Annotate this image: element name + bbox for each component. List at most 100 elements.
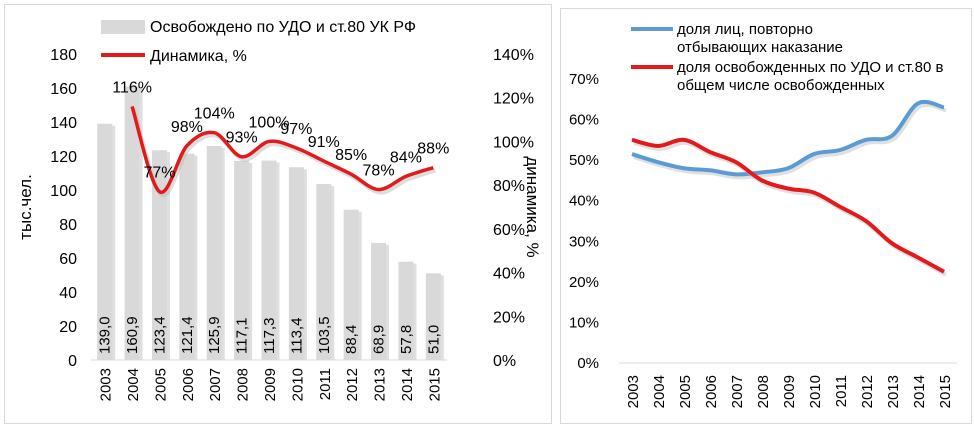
x-tick-label: 2011 bbox=[833, 375, 850, 407]
y-tick-label: 0 bbox=[68, 353, 77, 370]
y2-tick-label: 140% bbox=[493, 47, 534, 64]
bar bbox=[398, 261, 414, 360]
bar bbox=[316, 184, 332, 360]
legend-label-bars: Освобождено по УДО и ст.80 УК РФ bbox=[150, 19, 416, 36]
bar-value-label: 103,5 bbox=[316, 316, 333, 354]
shares-chart-svg: 0% 10% 20% 30% 40% 50% 60% 70% 2003 2004 2005 2006 2… bbox=[569, 21, 957, 408]
y-tick-label: 40 bbox=[59, 285, 77, 302]
legend-label-parole-line: общем числе освобожденных bbox=[677, 77, 885, 94]
y-tick-label: 120 bbox=[50, 149, 77, 166]
x-tick-label: 2009 bbox=[262, 368, 279, 401]
x-tick-label: 2014 bbox=[399, 368, 416, 401]
legend-label-parole: доля освобожденных по УДО и ст.80 в общем… bbox=[677, 59, 943, 94]
bar-value-label: 160,9 bbox=[124, 316, 141, 354]
x-tick-label: 2008 bbox=[755, 375, 772, 408]
bar-value-label: 121,4 bbox=[179, 316, 196, 354]
line-value-label: 104% bbox=[194, 106, 235, 123]
x-tick-label: 2015 bbox=[426, 368, 443, 401]
y2-tick-label: 60% bbox=[493, 222, 525, 239]
line-value-label: 98% bbox=[171, 119, 203, 136]
x-tick-label: 2015 bbox=[937, 375, 954, 408]
x-tick-label: 2007 bbox=[207, 368, 224, 401]
line-value-label: 97% bbox=[280, 121, 312, 138]
x-tick-label: 2003 bbox=[625, 375, 642, 408]
repeat-offenders-share-line-shadow bbox=[633, 102, 947, 180]
line-value-label: 93% bbox=[226, 130, 258, 147]
y-axis-title: тыс.чел. bbox=[16, 174, 35, 240]
legend-label-line: Динамика, % bbox=[150, 48, 247, 65]
bar-value-label: 113,4 bbox=[288, 318, 305, 354]
y-tick-label: 20% bbox=[569, 274, 599, 291]
y-tick-label: 30% bbox=[569, 233, 599, 250]
bar bbox=[261, 160, 277, 360]
x-tick-label: 2013 bbox=[885, 375, 902, 408]
line-value-label: 116% bbox=[112, 79, 152, 96]
bar bbox=[234, 160, 250, 360]
y-tick-label: 140 bbox=[50, 115, 77, 132]
legend-swatch-bars bbox=[101, 20, 145, 34]
chart-panel-shares: 0% 10% 20% 30% 40% 50% 60% 70% 2003 2004 2005 2006 2… bbox=[560, 8, 972, 424]
bar bbox=[371, 242, 387, 360]
x-tick-label: 2013 bbox=[372, 368, 389, 401]
bar bbox=[288, 167, 304, 360]
legend-label-repeat: доля лиц, повторно отбывающих наказание bbox=[677, 21, 843, 56]
y-tick-label: 80 bbox=[59, 217, 77, 234]
legend-label-repeat-line: отбывающих наказание bbox=[677, 39, 843, 56]
y2-tick-label: 20% bbox=[493, 309, 525, 326]
x-tick-label: 2007 bbox=[729, 375, 746, 408]
bar-value-label: 125,9 bbox=[206, 316, 223, 354]
x-tick-label: 2014 bbox=[911, 375, 928, 408]
y-tick-label: 10% bbox=[569, 314, 599, 331]
line-value-label: 78% bbox=[363, 163, 395, 180]
bar-value-label: 88,4 bbox=[343, 325, 360, 354]
parole-release-share-line-shadow bbox=[633, 140, 947, 277]
dynamics-line bbox=[130, 105, 434, 194]
x-tick-label: 2005 bbox=[677, 375, 694, 408]
bar-value-label: 51,0 bbox=[425, 325, 442, 354]
bar bbox=[151, 150, 167, 360]
y-tick-label: 60% bbox=[569, 112, 599, 129]
y2-tick-label: 80% bbox=[493, 178, 525, 195]
y-tick-label: 50% bbox=[569, 152, 599, 169]
y2-tick-label: 40% bbox=[493, 266, 525, 283]
x-tick-label: 2009 bbox=[781, 375, 798, 408]
bar bbox=[179, 153, 195, 360]
y-tick-label: 160 bbox=[50, 81, 77, 98]
y-tick-label: 100 bbox=[50, 183, 77, 200]
bar-value-label: 117,1 bbox=[234, 318, 251, 354]
line-value-label: 88% bbox=[417, 141, 449, 158]
x-tick-label: 2012 bbox=[859, 375, 876, 408]
y-tick-label: 60 bbox=[59, 251, 77, 268]
line-value-label: 85% bbox=[335, 147, 367, 164]
bar bbox=[124, 86, 140, 360]
x-tick-label: 2006 bbox=[180, 368, 197, 401]
line-value-label: 84% bbox=[390, 149, 422, 166]
repeat-offenders-share-line bbox=[631, 99, 945, 177]
parole-release-share-line bbox=[631, 137, 945, 274]
x-tick-label: 2010 bbox=[289, 368, 306, 401]
bar-value-label: 117,3 bbox=[261, 318, 278, 354]
x-tick-label: 2006 bbox=[703, 375, 720, 408]
x-tick-label: 2012 bbox=[344, 368, 361, 401]
bar-value-label: 123,4 bbox=[151, 316, 168, 354]
x-tick-label: 2004 bbox=[125, 368, 142, 401]
bar bbox=[343, 209, 359, 360]
bar-value-label: 68,9 bbox=[371, 325, 388, 354]
x-tick-label: 2010 bbox=[807, 375, 824, 408]
line-value-label: 100% bbox=[249, 114, 290, 131]
x-tick-label: 2005 bbox=[152, 368, 169, 401]
bar-value-label: 139,0 bbox=[97, 316, 114, 354]
y-tick-label: 70% bbox=[569, 71, 599, 88]
y-tick-label: 0% bbox=[577, 355, 599, 372]
y-tick-label: 180 bbox=[50, 47, 77, 64]
x-tick-label: 2003 bbox=[98, 368, 115, 401]
bar bbox=[206, 145, 222, 360]
chart-panel-released: 0 20 40 60 80 100 120 140 160 180 0% 20% 40% 60% 80% 10… bbox=[4, 4, 552, 424]
x-tick-label: 2011 bbox=[317, 368, 334, 400]
bar-value-label: 57,8 bbox=[398, 325, 415, 354]
x-tick-label: 2008 bbox=[235, 368, 252, 401]
bar bbox=[97, 123, 113, 360]
legend-label-repeat-line: доля лиц, повторно bbox=[677, 21, 813, 38]
legend-label-parole-line: доля освобожденных по УДО и ст.80 в bbox=[677, 59, 943, 76]
line-value-label: 77% bbox=[143, 165, 175, 182]
